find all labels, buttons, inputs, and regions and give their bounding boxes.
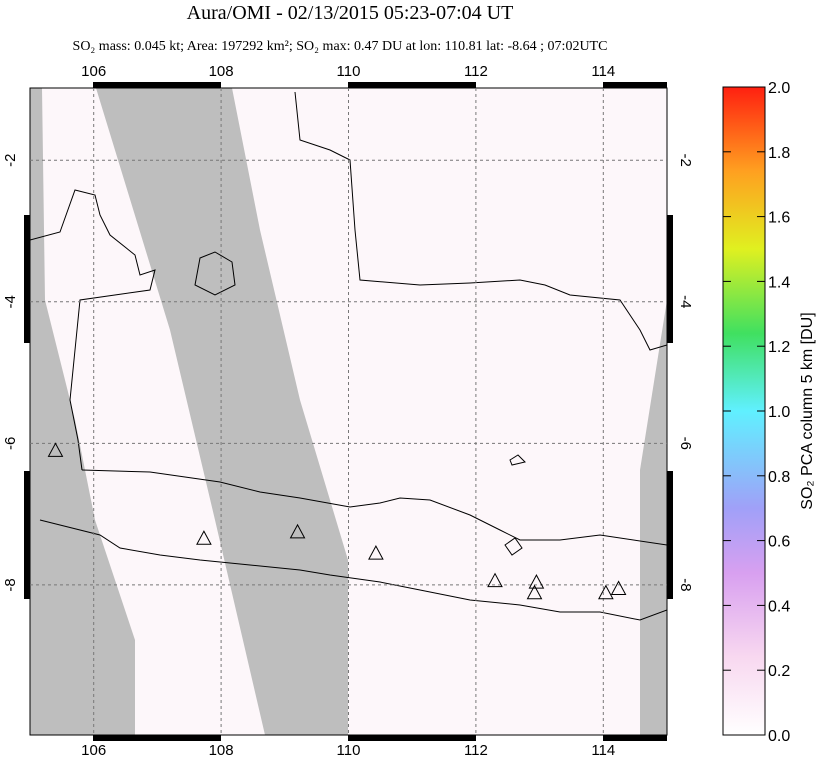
frame-bar — [348, 82, 476, 88]
frame-bar — [667, 215, 673, 343]
colorbar-tick-label: 0.6 — [768, 534, 790, 551]
lon-tick-label: 110 — [337, 742, 361, 759]
lon-tick-label: 114 — [591, 63, 615, 80]
lat-tick-label: -8 — [677, 578, 694, 591]
colorbar-tick-label: 2.0 — [768, 80, 790, 97]
volcano — [487, 572, 503, 588]
colorbar-tick-label: 1.0 — [768, 404, 790, 421]
colorbar-tick-label: 1.8 — [768, 145, 790, 162]
map-area — [30, 88, 667, 735]
lon-tick-label: 110 — [337, 63, 361, 80]
colorbar-label: SO₂ PCA column 5 km [DU] — [799, 312, 816, 509]
lon-tick-label: 106 — [81, 742, 106, 759]
colorbar-tick-label: 1.6 — [768, 210, 790, 227]
colorbar-tick-label: 0.2 — [768, 663, 790, 680]
lon-tick-label: 112 — [464, 63, 488, 80]
title: Aura/OMI - 02/13/2015 05:23-07:04 UT — [187, 2, 514, 24]
no-data-swath — [30, 88, 135, 735]
no-data-swath — [640, 300, 667, 735]
lat-tick-label: -4 — [677, 295, 694, 308]
lat-tick-label: -6 — [677, 437, 694, 450]
colorbar-tick-label: 1.4 — [768, 274, 790, 291]
frame-bar — [603, 82, 667, 88]
frame-bar — [348, 735, 476, 741]
colorbar-tick-label: 0.4 — [768, 598, 790, 615]
frame-bar — [24, 471, 30, 599]
no-data-swath — [96, 88, 348, 735]
volcano — [196, 530, 212, 545]
frame-bar — [24, 215, 30, 343]
frame-bar — [667, 471, 673, 599]
colorbar-tick-label: 0.8 — [768, 469, 790, 486]
lat-tick-label: -8 — [2, 578, 19, 591]
lat-tick-label: -4 — [2, 295, 19, 308]
volcano — [526, 584, 543, 600]
volcano — [610, 580, 627, 595]
volcano — [289, 523, 306, 539]
colorbar-tick-label: 0.0 — [768, 728, 790, 745]
lat-tick-label: -2 — [677, 154, 694, 167]
volcano — [368, 545, 384, 560]
lat-tick-label: -6 — [2, 437, 19, 450]
lon-tick-label: 108 — [209, 63, 234, 80]
volcano — [598, 584, 614, 600]
frame-bar — [603, 735, 667, 741]
volcano — [47, 442, 64, 457]
lon-tick-label: 114 — [591, 742, 615, 759]
coastlines — [30, 91, 667, 621]
frame-bars — [24, 82, 673, 741]
lon-tick-label: 108 — [209, 742, 234, 759]
subtitle: SO₂ mass: 0.045 kt; Area: 197292 km²; SO… — [73, 39, 608, 54]
colorbar-tick-label: 1.2 — [768, 339, 790, 356]
lat-tick-label: -2 — [2, 154, 19, 167]
lon-tick-label: 106 — [81, 63, 106, 80]
volcano — [528, 574, 545, 589]
lon-tick-label: 112 — [464, 742, 488, 759]
frame-bar — [93, 735, 221, 741]
frame-bar — [93, 82, 221, 88]
